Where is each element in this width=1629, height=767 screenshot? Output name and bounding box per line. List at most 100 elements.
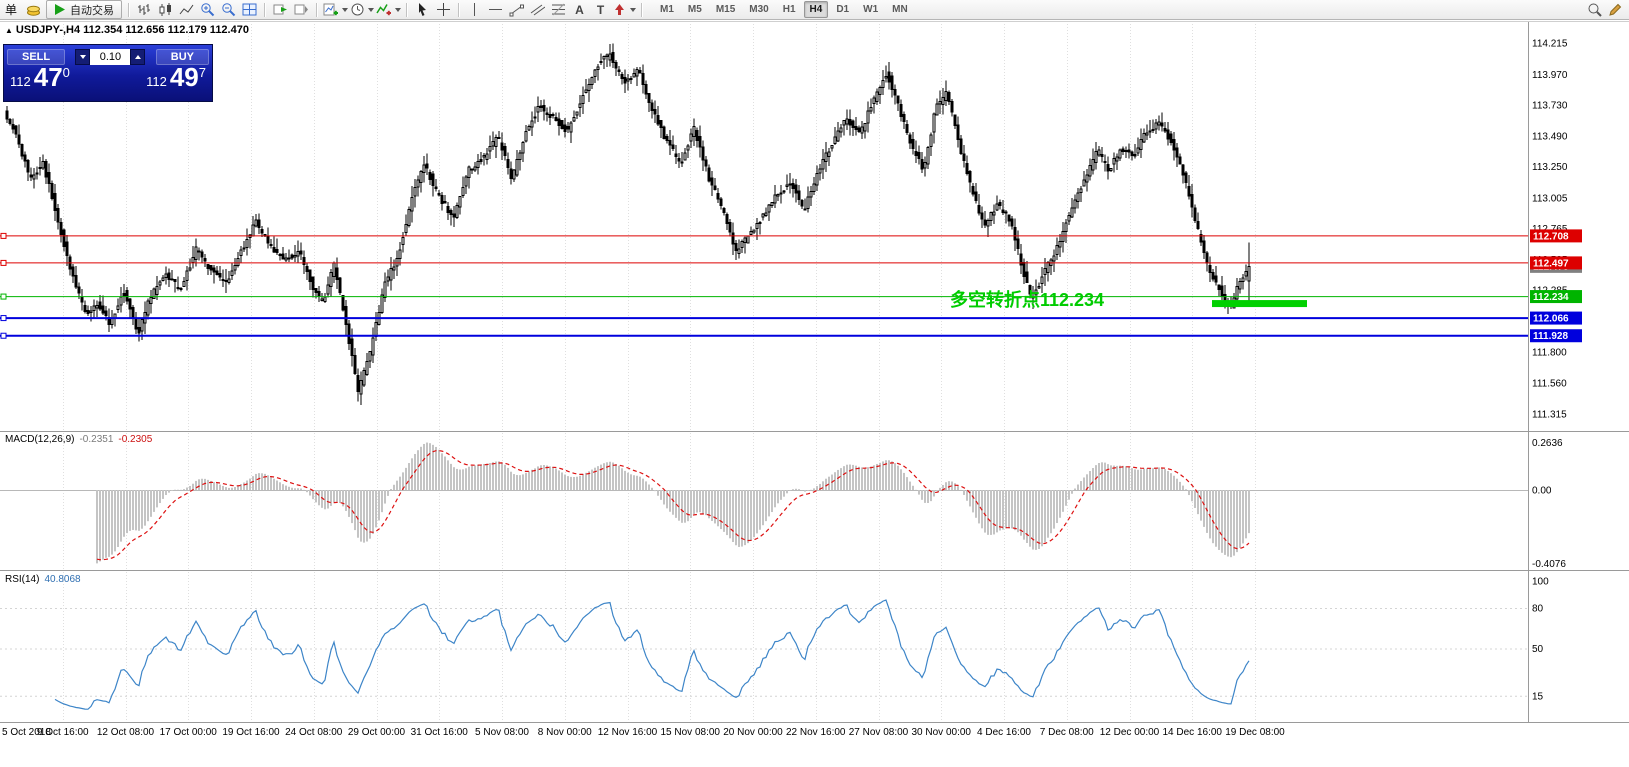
indicators-icon: [376, 4, 392, 16]
rsi-tick: 100: [1532, 577, 1549, 588]
tile-windows-icon: [242, 3, 257, 16]
rsi-label: RSI(14) 40.8068: [5, 574, 81, 585]
time-tick: 20 Nov 00:00: [723, 727, 783, 738]
bar-chart-button[interactable]: [135, 1, 154, 19]
zoom-in-icon: [201, 3, 215, 17]
buy-price-big-figure: 112: [146, 74, 167, 89]
dropdown-caret: [342, 7, 349, 12]
dropdown-caret: [395, 7, 402, 12]
level-price-box: [1530, 290, 1582, 304]
timeframe-button-w1[interactable]: W1: [863, 4, 879, 15]
trendline-icon: [509, 4, 525, 17]
channel-tool-button[interactable]: [528, 1, 547, 19]
autotrade-button[interactable]: 自动交易: [46, 0, 123, 19]
caret-down-icon: [79, 54, 86, 59]
timeframe-button-m30[interactable]: M30: [749, 4, 769, 15]
tile-windows-button[interactable]: [240, 1, 259, 19]
menu-label[interactable]: 单: [5, 3, 18, 17]
level-handle[interactable]: [0, 259, 7, 266]
price-level-lines[interactable]: [0, 232, 1528, 339]
level-price-box: [1530, 229, 1582, 243]
text-label-tool-button[interactable]: T: [591, 1, 610, 19]
crosshair-icon: [437, 3, 451, 16]
macd-signal-line: [96, 449, 1250, 561]
chart-title: ▲ USDJPY-,H4 112.354 112.656 112.179 112.…: [5, 24, 249, 36]
svg-text:112.066: 112.066: [1533, 314, 1569, 325]
dropdown-caret: [368, 7, 375, 12]
volume-up-button[interactable]: [130, 48, 146, 65]
time-tick: 8 Nov 00:00: [538, 727, 592, 738]
auto-scroll-button[interactable]: [271, 1, 290, 19]
macd-tick: -0.4076: [1532, 559, 1566, 570]
one-click-trading-panel: SELL 0.10 BUY 112 470 112 497: [3, 44, 213, 102]
horizontal-line-icon: [489, 9, 503, 10]
timeframe-button-d1[interactable]: D1: [836, 4, 850, 15]
indicators-button[interactable]: [376, 1, 402, 19]
chart-shift-button[interactable]: [292, 1, 311, 19]
macd-histogram: [96, 442, 1250, 564]
new-chart-button[interactable]: [323, 1, 349, 19]
time-tick: 12 Oct 08:00: [97, 727, 155, 738]
timeframe-button-m1[interactable]: M1: [660, 4, 674, 15]
buy-label[interactable]: BUY: [155, 48, 209, 65]
buy-price-point: 7: [198, 65, 206, 80]
trendline-tool-button[interactable]: [507, 1, 526, 19]
time-tick: 9 Oct 16:00: [37, 727, 89, 738]
text-tool-button[interactable]: A: [570, 1, 589, 19]
level-handle[interactable]: [0, 332, 7, 339]
search-button[interactable]: [1585, 1, 1604, 19]
toolbar-separator: [316, 2, 319, 17]
price-axis: 114.215 113.970 113.730 113.490 113.250 113.0…: [1530, 39, 1582, 421]
svg-text:112.708: 112.708: [1533, 231, 1569, 242]
new-order-button[interactable]: [24, 1, 43, 19]
period-button[interactable]: [350, 1, 375, 19]
price-tick: 111.800: [1532, 348, 1567, 359]
sell-label[interactable]: SELL: [7, 48, 66, 65]
timeframe-button-h4[interactable]: H4: [803, 1, 829, 18]
timeframe-button-m5[interactable]: M5: [687, 4, 702, 15]
arrows-tool-button[interactable]: [612, 1, 637, 19]
pencil-icon: [1609, 3, 1622, 16]
timeframe-button-mn[interactable]: MN: [892, 4, 908, 15]
level-handle[interactable]: [0, 232, 7, 239]
pivot-segment[interactable]: [1212, 300, 1307, 308]
line-chart-icon: [179, 4, 194, 15]
timeframe-button-m15[interactable]: M15: [715, 4, 736, 15]
time-tick: 30 Nov 00:00: [912, 727, 972, 738]
timeframe-button-h1[interactable]: H1: [782, 4, 796, 15]
macd-axis: 0.2636 0.00 -0.4076: [1532, 438, 1566, 570]
time-tick: 5 Nov 08:00: [475, 727, 529, 738]
time-tick: 7 Dec 08:00: [1040, 727, 1094, 738]
sell-price-point: 0: [62, 65, 70, 80]
fibonacci-tool-button[interactable]: [549, 1, 568, 19]
sell-price-pips: 47: [33, 62, 63, 92]
line-chart-button[interactable]: [177, 1, 196, 19]
buy-button[interactable]: 112 497: [146, 64, 206, 91]
volume-stepper[interactable]: 0.10: [75, 48, 146, 65]
level-price-box: [1530, 256, 1582, 270]
zoom-in-button[interactable]: [198, 1, 217, 19]
bar-chart-icon: [138, 4, 151, 15]
edit-button[interactable]: [1606, 1, 1625, 19]
timeframe-toolbar: M1 M5 M15 M30 H1 H4 D1 W1 MN: [653, 1, 915, 18]
price-tick: 114.215: [1532, 39, 1568, 50]
buy-price-pips: 49: [169, 62, 199, 92]
time-tick: 27 Nov 08:00: [849, 727, 909, 738]
level-handle[interactable]: [0, 315, 7, 322]
price-tick: 113.250: [1532, 162, 1568, 173]
horizontal-line-tool-button[interactable]: [486, 1, 505, 19]
volume-value[interactable]: 0.10: [90, 48, 131, 65]
crosshair-button[interactable]: [434, 1, 453, 19]
cursor-button[interactable]: [413, 1, 432, 19]
zoom-out-button[interactable]: [219, 1, 238, 19]
vertical-line-tool-button[interactable]: [465, 1, 484, 19]
level-handle[interactable]: [0, 293, 7, 300]
candlestick-chart-button[interactable]: [156, 1, 175, 19]
volume-down-button[interactable]: [75, 48, 91, 65]
time-tick: 19 Oct 16:00: [222, 727, 280, 738]
time-tick: 29 Oct 00:00: [348, 727, 406, 738]
sell-button[interactable]: 112 470: [10, 64, 70, 91]
level-price-box: [1530, 311, 1582, 325]
